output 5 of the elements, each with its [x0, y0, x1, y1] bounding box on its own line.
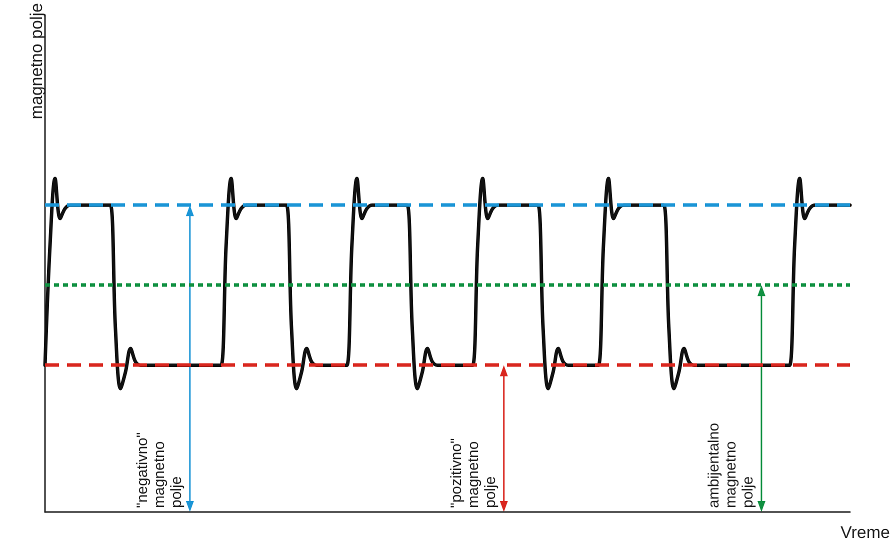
ref-line-label: "negativno" magnetno polje — [134, 432, 185, 508]
ref-line-label: ambijentalno magnetno polje — [705, 422, 756, 508]
x-axis-title: Vreme — [840, 523, 890, 542]
y-axis-title: magnetno polje — [27, 3, 46, 120]
ref-line-label: "pozitivno" magnetno polje — [448, 438, 499, 508]
